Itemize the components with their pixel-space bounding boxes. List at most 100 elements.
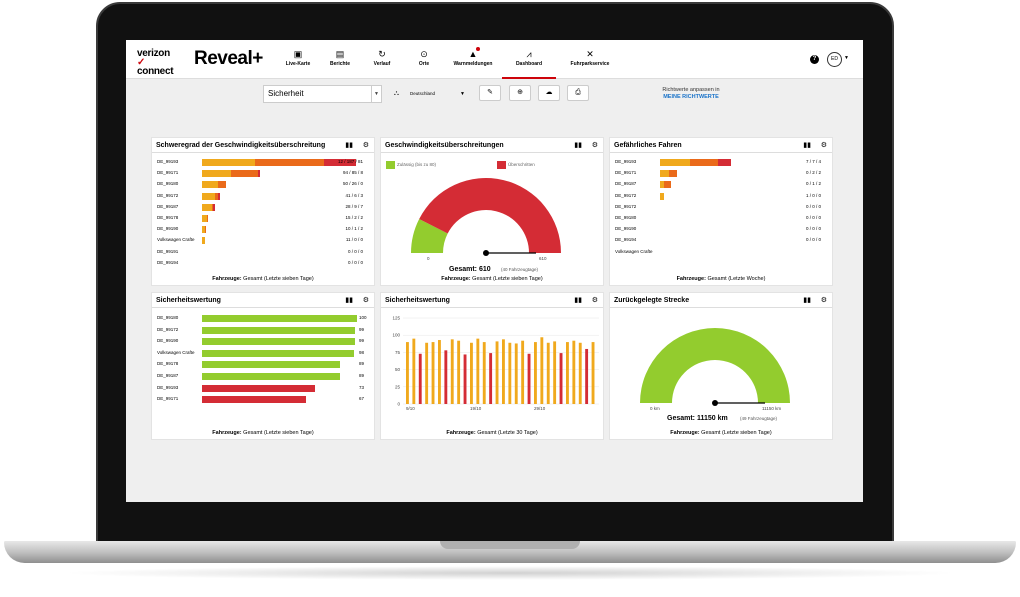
dashboard-select[interactable]: Sicherheit ▼ (263, 85, 382, 103)
row-value: 15 / 2 / 2 (345, 215, 363, 220)
y-tick-label: 50 (395, 367, 401, 372)
row-label: DE_99180 (157, 181, 179, 187)
download-button[interactable]: ☁ (538, 85, 560, 101)
bar-segment (660, 181, 665, 189)
nav-label: Berichte (329, 61, 350, 67)
gear-icon[interactable]: ⚙ (591, 297, 598, 304)
map-pin-icon: ▣ (293, 49, 303, 59)
bar-chart-icon[interactable]: ▮▮ (803, 142, 811, 149)
panel-header: Sicherheitswertung ▮▮ ⚙ (381, 293, 603, 308)
trend-bar (438, 340, 441, 404)
bar-row: DE_99180 0 / 0 / 0 (610, 213, 832, 224)
organisation-select[interactable]: ⛬ Deutschland ▼ (394, 88, 470, 100)
footer-label: Fahrzeuge: (212, 430, 242, 436)
gauge-hub (712, 400, 718, 406)
row-bars (202, 170, 260, 178)
verizon-connect-logo[interactable]: verizon ✓ connect (137, 49, 174, 77)
speeding-gauge: 0 610 Gesamt: 610 (40 Fahrzeugtage) (411, 177, 561, 273)
gear-icon[interactable]: ⚙ (362, 142, 369, 149)
bar-chart-icon[interactable]: ▮▮ (574, 297, 582, 304)
row-bars (202, 215, 208, 222)
bar-row: DE_99178 15 / 2 / 2 (152, 213, 374, 224)
row-label: DE_99187 (615, 181, 637, 187)
row-label: DE_99171 (157, 170, 179, 176)
row-value: 94 / 85 / 8 (342, 170, 363, 176)
row-value: 0 / 0 / 0 (805, 237, 821, 243)
user-avatar[interactable]: ED (827, 52, 842, 67)
footer-label: Fahrzeuge: (446, 430, 476, 436)
row-bars (202, 315, 357, 322)
row-label: DE_99187 (157, 203, 179, 209)
bar-row: Volkswagen Crafte (610, 247, 832, 258)
legend-label: Zulässig (bis zu 80) (397, 162, 437, 167)
gauge-total-sub: (49 Fahrzeugtage) (740, 416, 778, 421)
gear-icon[interactable]: ⚙ (820, 297, 827, 304)
row-bars (202, 396, 306, 404)
bar-chart-icon[interactable]: ▮▮ (574, 142, 582, 149)
nav-fuhrparkservice[interactable]: ✕ Fuhrparkservice (558, 40, 622, 79)
y-tick-label: 0 (397, 402, 400, 407)
chevron-down-icon: ▼ (371, 86, 381, 102)
row-value: 12 / 187 / 81 (337, 159, 363, 164)
row-label: DE_99171 (615, 170, 637, 176)
tools-icon: ✕ (586, 49, 594, 59)
nav-warnmeldungen[interactable]: ▲ Warnmeldungen (446, 40, 500, 79)
legend-exceeded: Überschritten (497, 161, 535, 169)
bar-segment (668, 170, 678, 178)
richtwerte-link[interactable]: MEINE RICHTWERTE (663, 94, 719, 100)
nav-verlauf[interactable]: ↻ Verlauf (362, 40, 402, 79)
row-bars (202, 237, 206, 245)
add-button[interactable]: ⊕ (509, 85, 531, 101)
row-bars (660, 159, 731, 166)
bar (202, 384, 316, 392)
gauge-min-label: 0 km (650, 406, 660, 411)
printer-icon: ⎙ (575, 89, 581, 96)
nav-dashboard[interactable]: ⩘ Dashboard (502, 40, 556, 79)
row-value: 0 / 0 / 0 (805, 226, 821, 232)
gauge-segment-exceeded (419, 177, 561, 253)
row-label: DE_99172 (615, 203, 637, 209)
chevron-down-icon[interactable]: ▼ (844, 55, 849, 61)
safety-rating-trend-chart: 0 25 50 75 100 125 9/10 19/10 29/10 (392, 316, 599, 411)
nav-berichte[interactable]: ▤ Berichte (320, 40, 360, 79)
cloud-download-icon: ☁ (545, 89, 553, 96)
row-label: DE_99178 (157, 215, 179, 220)
row-label: DE_99193 (157, 384, 179, 390)
panel-footer: Fahrzeuge: Gesamt (Letzte sieben Tage) (610, 430, 832, 436)
footer-label: Fahrzeuge: (212, 276, 242, 282)
hierarchy-icon: ⛬ (394, 90, 399, 97)
panel-footer: Fahrzeuge: Gesamt (Letzte sieben Tage) (152, 276, 374, 282)
gear-icon[interactable]: ⚙ (820, 142, 827, 149)
print-button[interactable]: ⎙ (567, 85, 589, 101)
bar-row: Volkswagen Crafte 98 (152, 348, 374, 359)
row-value: 67 (359, 396, 365, 402)
bar-segment (254, 159, 324, 166)
gauge-total: Gesamt: 11150 km (667, 415, 728, 422)
gear-icon[interactable]: ⚙ (362, 297, 369, 304)
trend-bar (508, 342, 512, 404)
row-label: DE_99191 (157, 248, 179, 254)
row-label: Volkswagen Crafte (157, 237, 195, 243)
nav-label: Verlauf (373, 61, 391, 67)
panel-title: Sicherheitswertung (156, 297, 221, 304)
nav-live-karte[interactable]: ▣ Live-Karte (278, 40, 318, 79)
nav-orte[interactable]: ⊙ Orte (404, 40, 444, 79)
gauge-segment-distance (640, 328, 790, 403)
app-screen: verizon ✓ connect Reveal+ ▣ Live-Karte ▤ … (126, 40, 863, 502)
row-bars (202, 181, 226, 189)
row-value: 73 (359, 384, 365, 390)
row-value: 100 (359, 315, 367, 320)
bar-chart-icon[interactable]: ▮▮ (345, 142, 353, 149)
panel-title: Geschwindigkeitsüberschreitungen (385, 142, 504, 149)
bar-segment (217, 192, 220, 200)
laptop-base (4, 541, 1016, 563)
bar-chart-icon[interactable]: ▮▮ (345, 297, 353, 304)
edit-button[interactable]: ✎ (479, 85, 501, 101)
trend-bar (534, 342, 537, 404)
richtwerte-info: Richtwerte anpassen in MEINE RICHTWERTE (646, 87, 736, 101)
help-icon[interactable]: ? (810, 55, 819, 64)
bar-row: DE_99190 0 / 0 / 0 (610, 224, 832, 235)
gear-icon[interactable]: ⚙ (591, 142, 598, 149)
bar-chart-icon[interactable]: ▮▮ (803, 297, 811, 304)
bar-row: DE_99180 100 (152, 313, 374, 324)
